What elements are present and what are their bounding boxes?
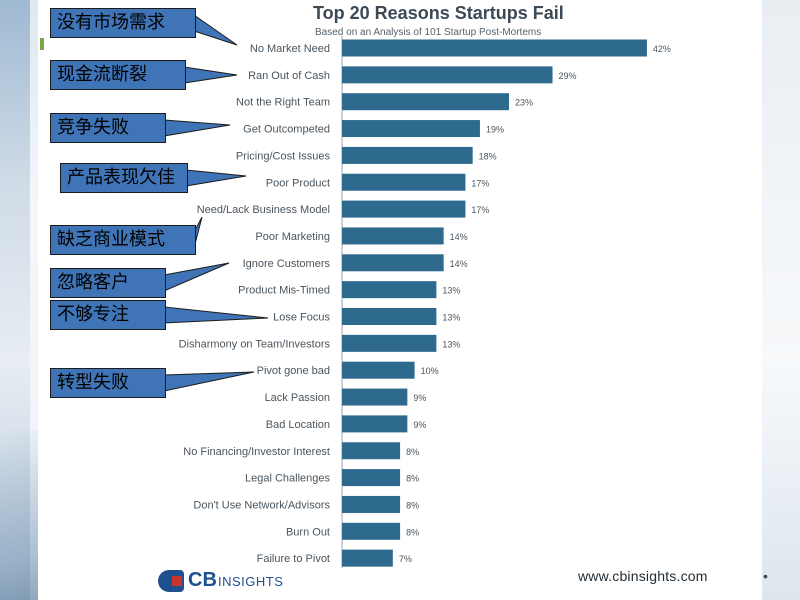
slide-dot: • [763,568,768,584]
bar [342,146,473,164]
category-label: Pivot gone bad [257,365,330,377]
category-label: Get Outcompeted [243,124,330,136]
data-label: 13% [442,286,460,296]
data-label: 29% [559,71,577,81]
slide-accent-mark [40,38,44,50]
callout-label: 忽略客户 [50,268,166,298]
data-label: 42% [653,44,671,54]
data-label: 13% [442,339,460,349]
source-url: www.cbinsights.com [578,568,708,584]
data-label: 9% [413,420,426,430]
logo-insights-text: INSIGHTS [218,574,284,589]
bar [342,93,509,111]
bar [342,522,401,540]
background-right-band [760,0,800,600]
category-label: Don't Use Network/Advisors [193,499,330,511]
data-label: 14% [450,259,468,269]
bar [342,120,480,138]
category-label: Burn Out [286,526,330,538]
data-label: 19% [486,125,504,135]
category-label: Ignore Customers [243,258,331,270]
callout-label: 缺乏商业模式 [50,225,196,255]
category-label: Failure to Pivot [257,553,330,565]
bar [342,66,553,84]
cb-logo-icon [158,570,184,592]
category-label: Not the Right Team [236,97,330,109]
category-label: Lack Passion [265,392,330,404]
category-label: Product Mis-Timed [238,285,330,297]
data-label: 17% [471,178,489,188]
category-label: Poor Marketing [255,231,330,243]
category-label: Bad Location [266,419,330,431]
data-label: 8% [406,527,419,537]
data-label: 7% [399,554,412,564]
data-label: 17% [471,205,489,215]
callout-label: 竞争失败 [50,113,166,143]
bar [342,281,437,299]
category-label: Poor Product [266,177,330,189]
category-label: No Financing/Investor Interest [183,446,330,458]
bar [342,173,466,191]
bar [342,254,444,272]
bar [342,227,444,245]
data-label: 18% [479,151,497,161]
category-label: Pricing/Cost Issues [236,150,331,162]
callout-label: 转型失败 [50,368,166,398]
callout-label: 不够专注 [50,300,166,330]
data-label: 8% [406,474,419,484]
category-label: Ran Out of Cash [248,70,330,82]
category-label: Disharmony on Team/Investors [179,338,331,350]
bar [342,200,466,218]
data-label: 14% [450,232,468,242]
callout-label: 没有市场需求 [50,8,196,38]
category-label: Lose Focus [273,312,330,324]
bar [342,415,408,433]
bar [342,495,401,513]
bar [342,388,408,406]
callout-label: 现金流断裂 [50,60,186,90]
category-label: Need/Lack Business Model [197,204,330,216]
data-label: 8% [406,447,419,457]
callout-label: 产品表现欠佳 [60,163,188,193]
data-label: 10% [421,366,439,376]
data-label: 9% [413,393,426,403]
chart-title: Top 20 Reasons Startups Fail [313,3,564,23]
chart-subtitle: Based on an Analysis of 101 Startup Post… [315,27,541,38]
bar [342,442,401,460]
bars-group: No Market Need 42% Ran Out of Cash 29% Not t… [179,36,671,568]
bar [342,334,437,352]
bar [342,308,437,325]
bar [342,469,401,487]
logo-cb-text: CB [188,569,217,591]
data-label: 13% [442,313,460,323]
category-label: No Market Need [250,43,330,55]
bar [342,361,415,379]
category-label: Legal Challenges [245,473,331,485]
bar [342,549,393,567]
data-label: 23% [515,98,533,108]
data-label: 8% [406,500,419,510]
bar [342,39,647,57]
